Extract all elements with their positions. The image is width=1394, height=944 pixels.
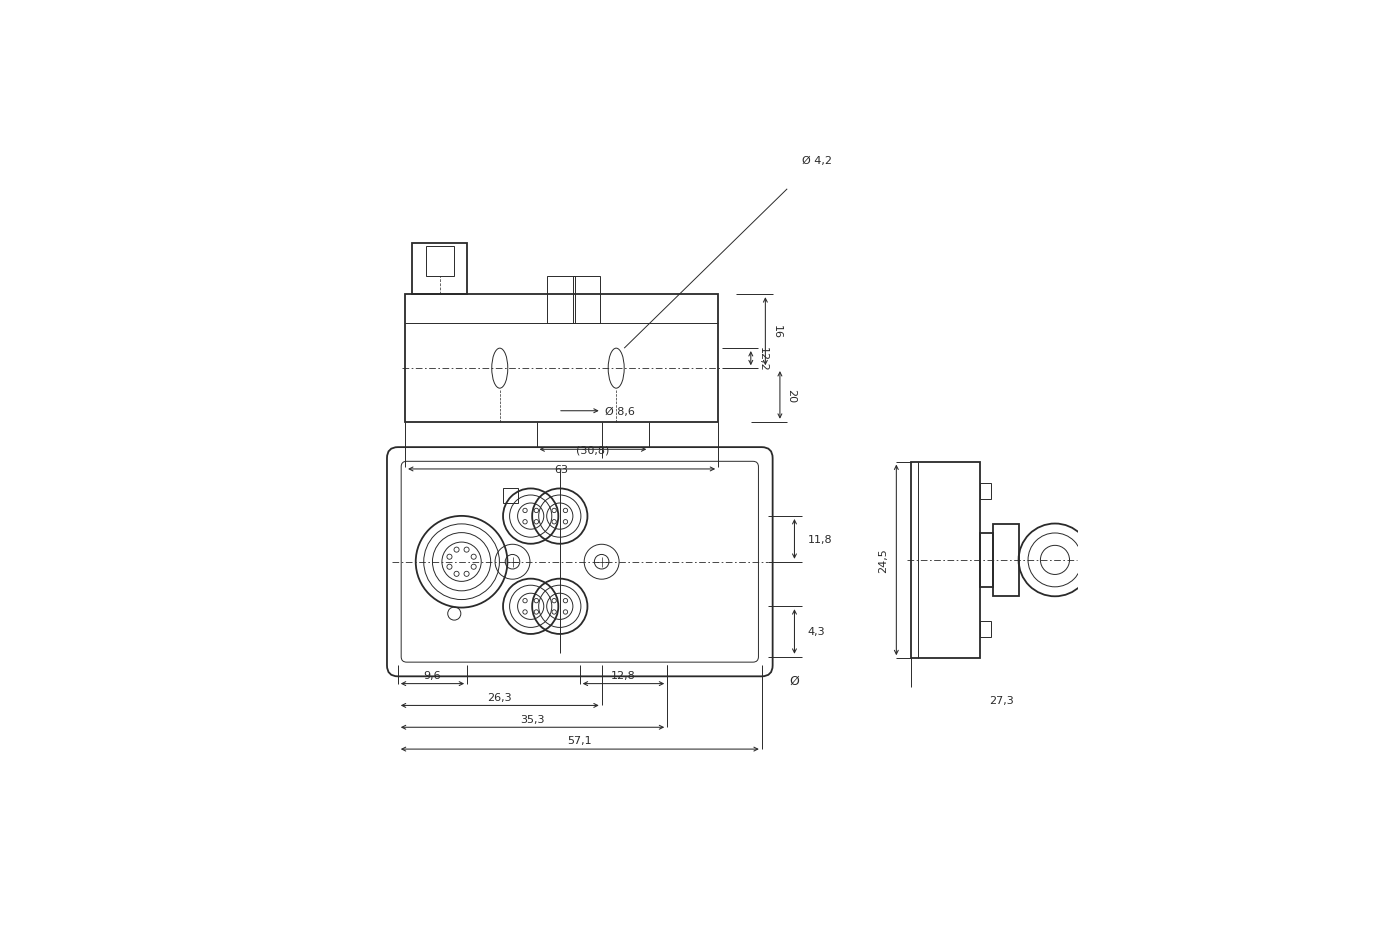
Bar (406, 295, 718, 422)
Text: Ø 8,6: Ø 8,6 (605, 406, 636, 416)
Bar (425, 246, 454, 278)
Text: 63: 63 (555, 464, 569, 475)
Text: 35,3: 35,3 (520, 714, 545, 724)
Bar (980, 483, 991, 499)
Text: 16: 16 (772, 325, 782, 339)
Bar (546, 277, 574, 324)
Text: 24,5: 24,5 (878, 548, 888, 573)
Text: Ø: Ø (789, 674, 799, 686)
Text: 12,2: 12,2 (757, 346, 768, 371)
Text: Ø 4,2: Ø 4,2 (802, 156, 832, 165)
Bar (980, 621, 991, 637)
Text: 27,3: 27,3 (988, 696, 1013, 705)
Text: 20: 20 (786, 388, 796, 402)
Bar (910, 463, 980, 659)
Bar (413, 244, 467, 295)
Bar (573, 277, 601, 324)
Bar (503, 489, 519, 503)
Text: 26,3: 26,3 (488, 692, 512, 702)
Bar (980, 533, 993, 587)
Text: (30,8): (30,8) (576, 445, 609, 455)
Text: 57,1: 57,1 (567, 735, 592, 746)
Text: 12,8: 12,8 (611, 670, 636, 681)
Bar (993, 524, 1019, 597)
Text: 4,3: 4,3 (807, 627, 825, 637)
Text: 9,6: 9,6 (424, 670, 442, 681)
Text: 11,8: 11,8 (807, 534, 832, 545)
